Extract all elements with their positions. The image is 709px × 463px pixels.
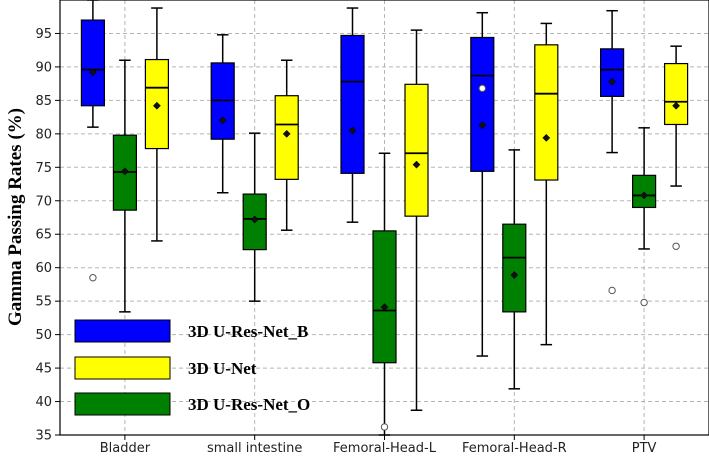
outlier-point (608, 286, 616, 295)
box-1-2 (372, 152, 397, 436)
x-tick-label: PTV (632, 441, 657, 456)
box-0-4 (599, 9, 625, 295)
mean-marker (672, 101, 681, 110)
box-body (534, 44, 559, 181)
mean-marker (510, 271, 519, 280)
y-tick-label: 60 (35, 261, 52, 276)
mean-marker (412, 160, 421, 169)
y-axis-label: Gamma Passing Rates (%) (5, 108, 26, 326)
mean-marker (120, 167, 129, 176)
box-2-2 (404, 29, 429, 411)
x-tick-label: Femoral-Head-R (462, 441, 567, 456)
mean-marker (250, 215, 259, 224)
box-series (80, 0, 689, 436)
y-tick-label: 90 (35, 60, 52, 75)
mean-marker (152, 101, 161, 110)
y-tick-label: 65 (35, 228, 52, 243)
mean-marker (380, 303, 389, 312)
y-tick-label: 35 (35, 429, 52, 444)
box-2-3 (534, 22, 559, 346)
mean-marker (348, 126, 357, 135)
box-0-2 (340, 7, 365, 223)
mean-marker (88, 68, 97, 77)
legend-label: 3D U-Res-Net_B (188, 322, 308, 341)
y-tick-label: 80 (35, 127, 52, 142)
x-tick-label: small intestine (207, 441, 302, 456)
mean-marker (640, 191, 649, 200)
box-0-0 (80, 0, 106, 282)
box-body (340, 34, 365, 174)
y-tick-label: 85 (35, 94, 52, 109)
outlier-point (478, 84, 486, 93)
box-body (372, 230, 397, 364)
box-2-1 (274, 59, 299, 231)
y-tick-label: 50 (35, 328, 52, 343)
box-0-3 (470, 11, 495, 357)
mean-marker (478, 121, 487, 130)
box-body (663, 62, 689, 126)
mean-marker (542, 133, 551, 142)
y-tick-label: 40 (35, 395, 52, 410)
outlier-point (672, 242, 680, 250)
outlier-point (640, 298, 648, 307)
legend-swatch (74, 392, 171, 416)
box-2-4 (663, 45, 689, 250)
mean-marker (282, 129, 291, 138)
box-1-0 (112, 59, 138, 313)
mean-marker (218, 116, 227, 125)
legend: 3D U-Res-Net_B 3D U-Net 3D U-Res-Net_O (74, 319, 310, 416)
box-2-0 (144, 7, 169, 242)
y-tick-label: 95 (35, 27, 52, 42)
y-tick-label: 70 (35, 194, 52, 209)
legend-label: 3D U-Net (188, 359, 257, 378)
y-axis-ticks: 35 40 45 50 55 60 65 70 75 80 85 90 95 (35, 27, 60, 444)
box-1-4 (631, 127, 657, 307)
legend-label: 3D U-Res-Net_O (188, 395, 310, 414)
box-0-1 (210, 34, 235, 194)
x-tick-label: Bladder (100, 441, 151, 456)
y-tick-label: 55 (35, 295, 52, 310)
box-body (404, 83, 429, 217)
box-1-3 (502, 149, 527, 390)
box-body (599, 48, 625, 97)
box-body (631, 174, 657, 209)
x-tick-label: Femoral-Head-L (333, 441, 437, 456)
x-axis-ticks: Bladder small intestine Femoral-Head-L Femo… (100, 435, 657, 456)
box-body (470, 36, 495, 172)
legend-swatch (74, 319, 171, 343)
mean-marker (608, 77, 617, 86)
legend-swatch (74, 356, 171, 380)
box-body (502, 223, 527, 313)
y-tick-label: 75 (35, 161, 52, 176)
box-body (80, 19, 106, 107)
outlier-point (380, 423, 389, 431)
box-1-1 (242, 132, 267, 302)
plot-frame (59, 0, 709, 436)
outlier-point (89, 274, 97, 282)
y-tick-label: 45 (35, 362, 52, 377)
